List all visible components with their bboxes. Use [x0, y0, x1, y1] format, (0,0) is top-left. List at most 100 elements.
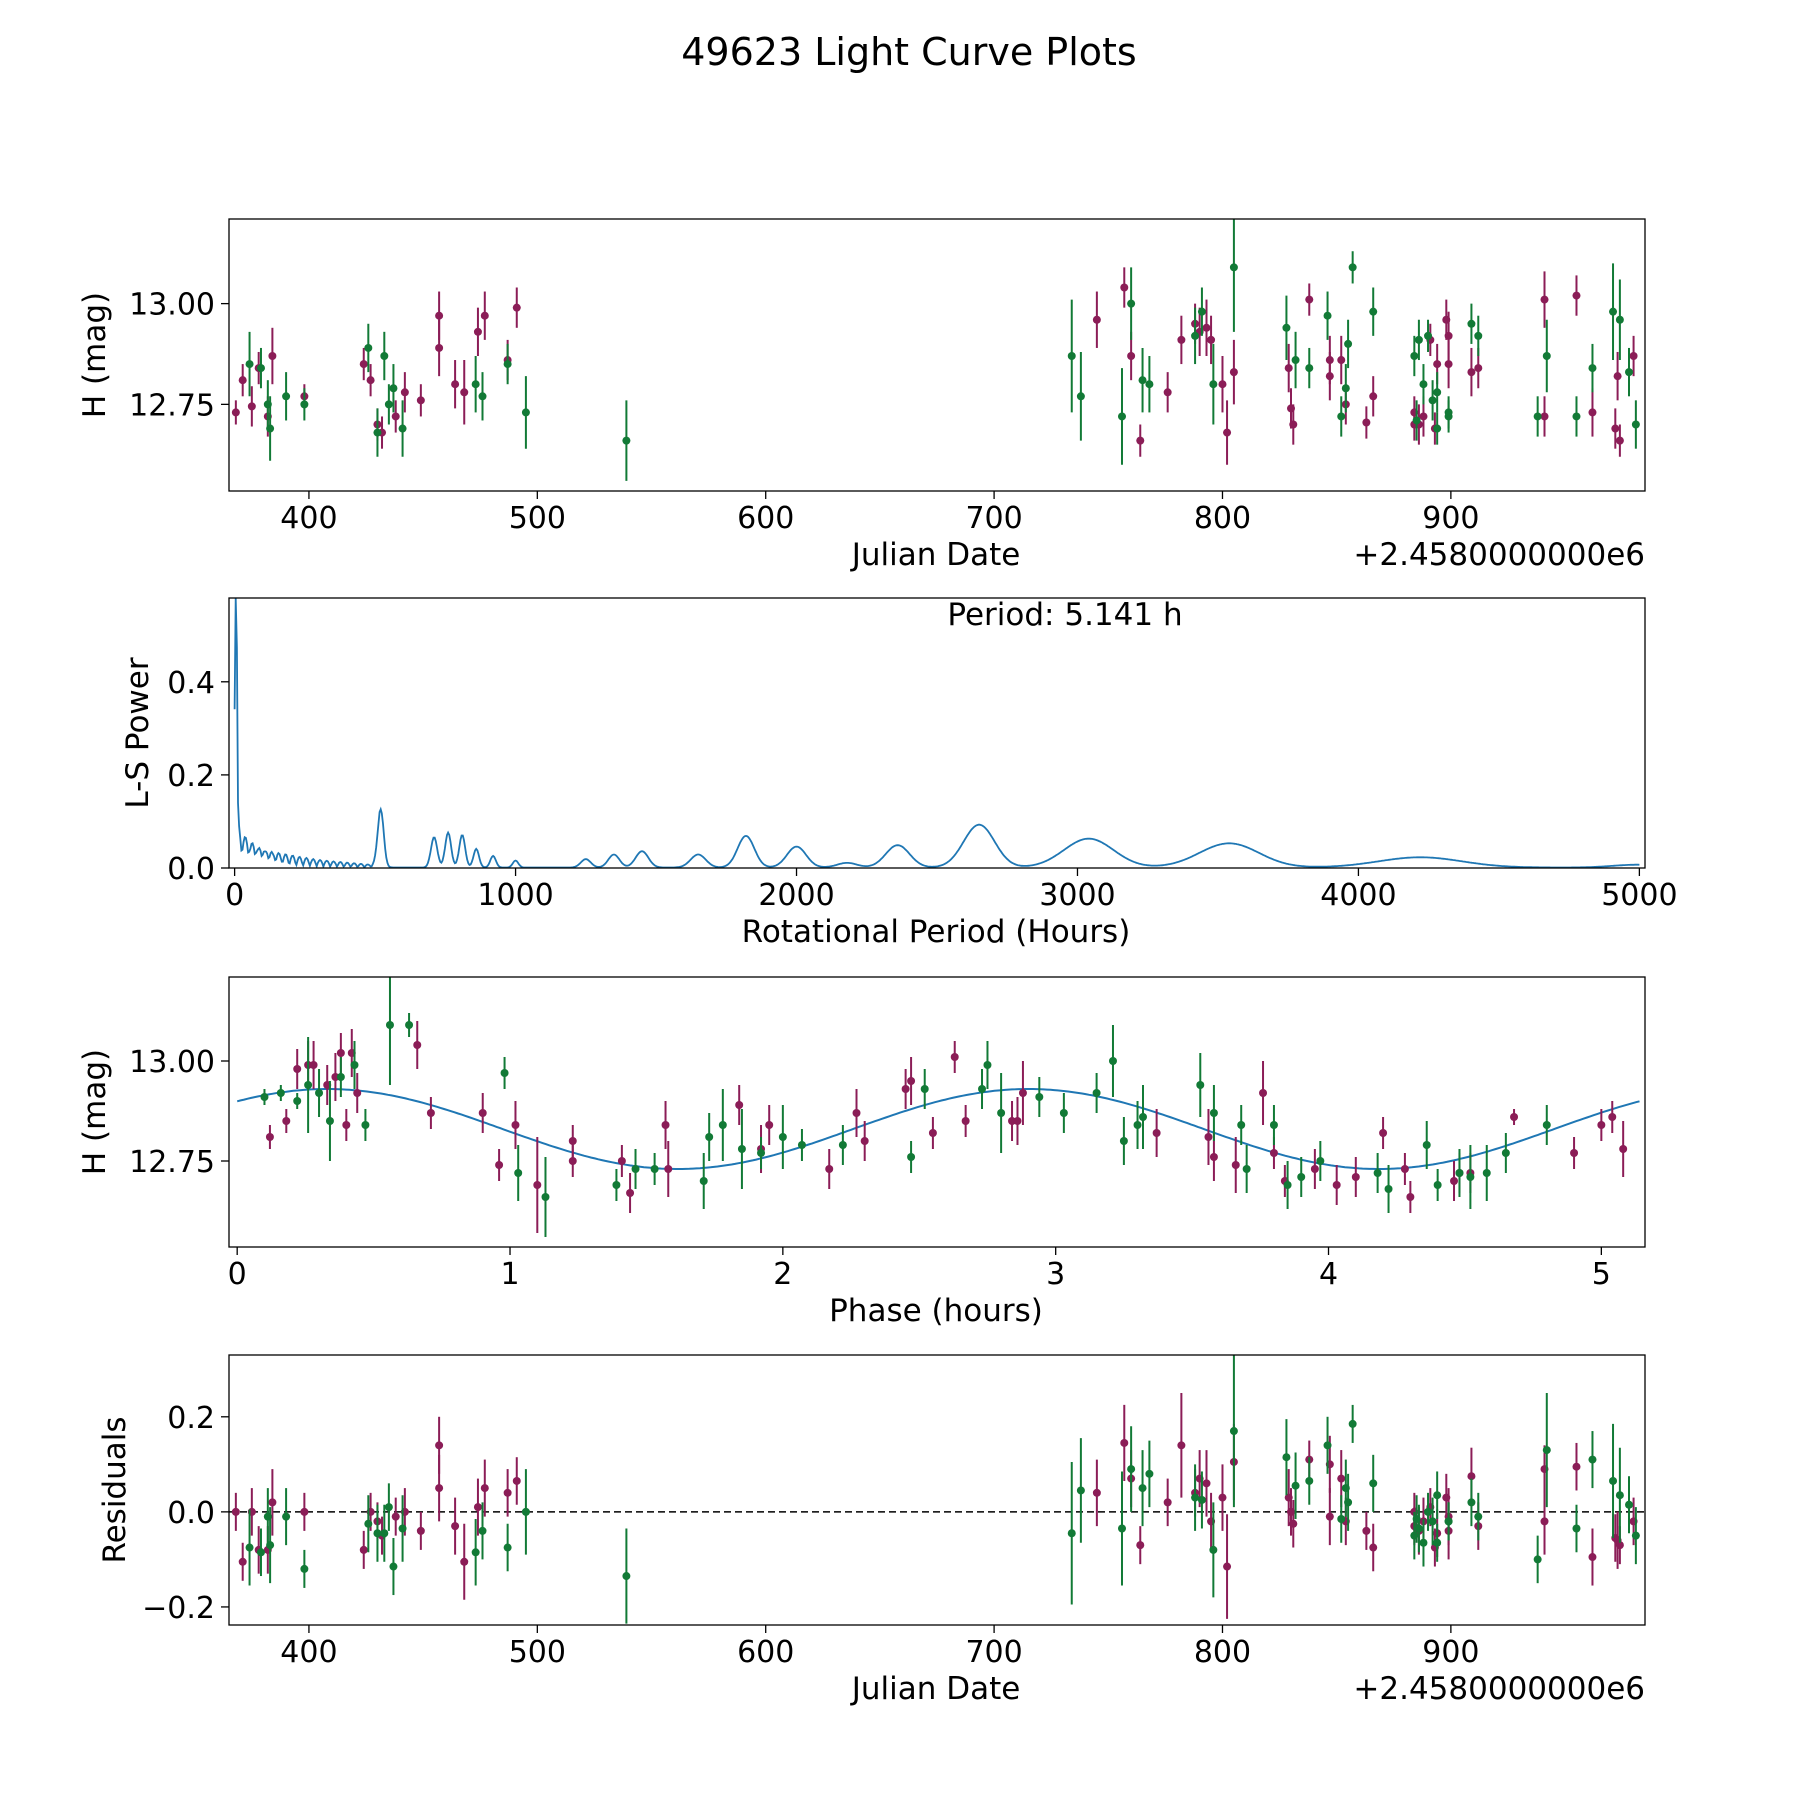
periodogram-line [233, 598, 1640, 868]
data-point [1348, 263, 1357, 272]
data-point [1533, 1555, 1542, 1564]
data-point [961, 1117, 970, 1125]
data-point [1467, 1472, 1476, 1481]
data-point [315, 1089, 324, 1097]
data-point [1289, 420, 1298, 429]
data-point [471, 1548, 480, 1557]
data-point [266, 1541, 275, 1550]
data-point [1588, 1553, 1597, 1562]
data-point [471, 380, 480, 389]
data-point [622, 1572, 631, 1581]
data-point [426, 1109, 435, 1117]
data-point [380, 352, 389, 361]
data-point [1310, 1165, 1319, 1173]
data-point [1542, 352, 1551, 361]
data-point [1229, 368, 1238, 377]
data-point [907, 1153, 916, 1161]
data-point [1237, 1121, 1246, 1129]
data-point [1127, 1465, 1136, 1474]
data-point [617, 1157, 626, 1165]
data-point [413, 1041, 422, 1049]
data-point [500, 1069, 509, 1077]
data-point [1291, 356, 1300, 365]
data-point [1467, 368, 1476, 377]
data-point [1433, 360, 1442, 369]
data-point [1316, 1157, 1325, 1165]
data-point [300, 1564, 309, 1573]
data-point [1119, 1137, 1128, 1145]
data-point [405, 1021, 414, 1029]
residuals-ytick-label: 0.0 [167, 1496, 215, 1531]
phased-frame [228, 976, 1646, 1248]
data-point [1223, 428, 1232, 437]
residuals-xtick-label: 400 [280, 1635, 337, 1670]
data-point [1419, 1538, 1428, 1547]
periodogram-xtick-label: 2000 [758, 878, 834, 913]
data-point [1444, 408, 1453, 417]
periodogram-xtick-label: 3000 [1039, 878, 1115, 913]
data-point [231, 408, 240, 417]
residuals-series-magenta [231, 1393, 1638, 1619]
data-point [920, 1085, 929, 1093]
data-point [366, 376, 375, 385]
data-point [1379, 1129, 1388, 1137]
data-point [1218, 1493, 1227, 1502]
data-point [533, 1181, 542, 1189]
residuals-frame [228, 1354, 1646, 1626]
data-point [1231, 1161, 1240, 1169]
data-point [699, 1177, 708, 1185]
data-point [478, 392, 487, 401]
data-point [1615, 436, 1624, 445]
data-point [473, 327, 482, 336]
data-point [718, 1121, 727, 1129]
data-point [1588, 408, 1597, 417]
data-point [1191, 1493, 1200, 1502]
data-point [1152, 1129, 1161, 1137]
data-point [1613, 372, 1622, 381]
data-point [1223, 1562, 1232, 1571]
data-point [1289, 1519, 1298, 1528]
data-point [612, 1181, 621, 1189]
data-point [380, 1529, 389, 1538]
data-point [336, 1049, 345, 1057]
data-point [1540, 295, 1549, 304]
data-point [1283, 1181, 1292, 1189]
data-point [503, 360, 512, 369]
data-point [1433, 424, 1442, 433]
data-point [1444, 331, 1453, 340]
data-point [1133, 1121, 1142, 1129]
periodogram-ytick-label: 0.2 [167, 759, 215, 794]
data-point [1297, 1173, 1306, 1181]
data-point [1533, 412, 1542, 421]
data-point [1570, 1149, 1579, 1157]
data-point [1625, 368, 1634, 377]
data-point [1163, 1498, 1172, 1507]
data-point [1332, 1181, 1341, 1189]
data-point [245, 360, 254, 369]
data-point [1609, 307, 1618, 316]
data-point [1209, 380, 1218, 389]
data-point [1323, 1441, 1332, 1450]
phased-xlabel: Phase (hours) [829, 1293, 1043, 1329]
data-point [1076, 1486, 1085, 1495]
data-point [1127, 299, 1136, 308]
data-point [1400, 1165, 1409, 1173]
data-point [1572, 1462, 1581, 1471]
period-annotation: Period: 5.141 h [947, 597, 1182, 633]
data-point [260, 1093, 269, 1101]
data-point [997, 1109, 1006, 1117]
residuals-xtick-label: 700 [965, 1635, 1022, 1670]
periodogram-xtick-label: 4000 [1320, 878, 1396, 913]
light-curve-xtick-label: 600 [737, 501, 794, 536]
data-point [757, 1149, 766, 1157]
data-point [416, 396, 425, 405]
data-point [1013, 1117, 1022, 1125]
data-point [514, 1169, 523, 1177]
data-point [1422, 1141, 1431, 1149]
data-point [364, 1519, 373, 1528]
data-point [1341, 384, 1350, 393]
data-point [1615, 1541, 1624, 1550]
data-point [928, 1129, 937, 1137]
phased-xtick-label: 2 [773, 1257, 792, 1292]
